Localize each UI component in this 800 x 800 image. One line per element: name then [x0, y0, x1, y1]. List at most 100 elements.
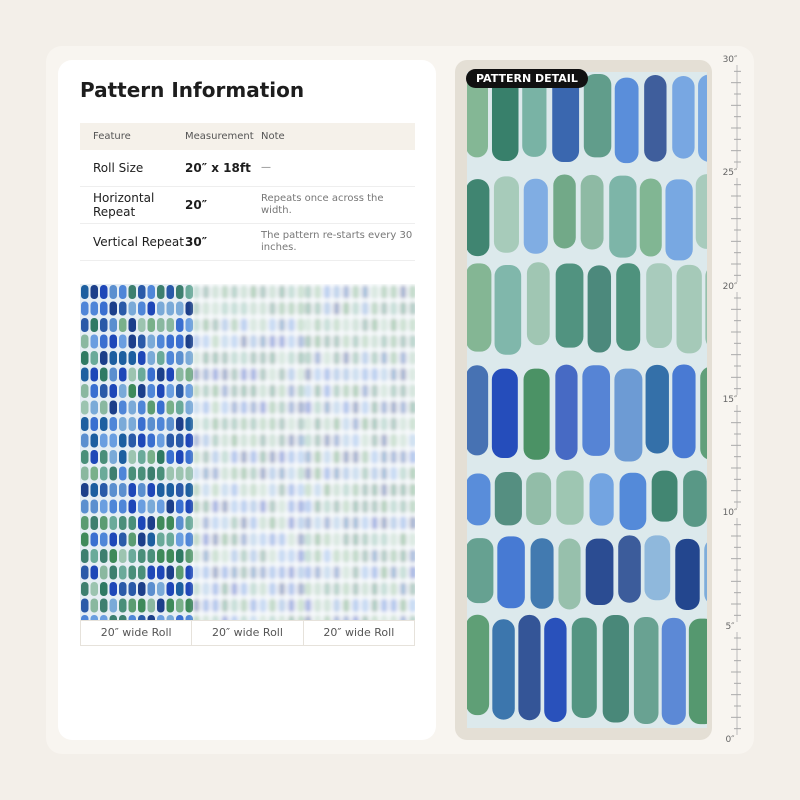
brush-stroke: [240, 516, 248, 530]
brush-stroke: [268, 367, 277, 382]
brush-stroke: [323, 400, 331, 415]
brush-stroke: [259, 417, 267, 431]
brush-stroke: [351, 549, 360, 563]
brush-stroke: [259, 400, 267, 415]
brush-stroke: [147, 400, 155, 415]
brush-stroke: [100, 499, 108, 514]
brush-stroke: [192, 598, 201, 613]
brush-stroke: [211, 598, 220, 613]
brush-stroke: [166, 318, 174, 332]
brush-stroke: [278, 582, 286, 596]
brush-stroke: [351, 334, 360, 349]
brush-stroke: [202, 499, 210, 514]
brush-stroke: [211, 582, 220, 596]
brush-stroke: [323, 565, 331, 580]
brush-stroke: [100, 466, 108, 481]
brush-stroke: [399, 532, 407, 547]
brush-stroke: [332, 334, 341, 349]
brush-stroke: [240, 318, 248, 332]
brush-stroke: [176, 334, 184, 349]
brush-stroke: [128, 598, 136, 613]
brush-stroke: [157, 433, 165, 448]
brush-stroke: [100, 318, 108, 332]
brush-stroke: [370, 285, 379, 299]
brush-stroke: [119, 433, 127, 448]
brush-stroke: [157, 565, 165, 580]
brush-stroke: [157, 417, 165, 431]
brush-stroke: [157, 400, 165, 415]
brush-stroke: [304, 433, 312, 448]
brush-stroke: [304, 466, 312, 481]
brush-stroke: [100, 565, 108, 580]
brush-stroke: [202, 351, 210, 365]
brush-stroke: [361, 301, 369, 316]
brush-stroke: [100, 483, 108, 497]
brush-stroke: [651, 470, 678, 522]
brush-stroke: [297, 582, 305, 596]
brush-stroke: [128, 301, 136, 316]
brush-stroke: [380, 417, 388, 431]
brush-stroke: [361, 433, 369, 448]
brush-stroke: [609, 175, 637, 258]
col-header: Note: [261, 123, 415, 150]
brush-stroke: [342, 301, 350, 316]
brush-stroke: [351, 516, 360, 530]
brush-stroke: [323, 301, 331, 316]
brush-stroke: [192, 516, 201, 530]
brush-stroke: [389, 499, 398, 514]
brush-stroke: [287, 417, 296, 431]
brush-stroke: [268, 466, 277, 481]
brush-stroke: [370, 516, 379, 530]
brush-stroke: [230, 334, 239, 349]
brush-stroke: [230, 598, 239, 613]
brush-stroke: [408, 615, 415, 620]
brush-stroke: [119, 334, 127, 349]
brush-stroke: [249, 499, 258, 514]
brush-stroke: [351, 301, 360, 316]
brush-stroke: [185, 466, 193, 481]
ruler-label: 5″: [712, 621, 748, 632]
brush-stroke: [399, 367, 407, 382]
brush-stroke: [614, 368, 643, 462]
brush-stroke: [672, 75, 695, 159]
brush-stroke: [109, 450, 117, 464]
brush-stroke: [493, 176, 519, 253]
brush-stroke: [304, 549, 312, 563]
brush-stroke: [90, 384, 98, 398]
ruler-label: 10″: [712, 508, 748, 519]
brush-stroke: [119, 384, 127, 398]
brush-stroke: [192, 466, 201, 481]
brush-stroke: [157, 516, 165, 530]
brush-stroke: [109, 499, 117, 514]
brush-stroke: [128, 367, 136, 382]
brush-stroke: [665, 179, 693, 261]
brush-stroke: [555, 263, 584, 348]
brush-stroke: [230, 483, 239, 497]
brush-stroke: [408, 417, 415, 431]
brush-stroke: [661, 617, 686, 725]
measurement: 30″: [185, 223, 261, 261]
brush-stroke: [351, 582, 360, 596]
brush-stroke: [157, 367, 165, 382]
brush-stroke: [109, 318, 117, 332]
brush-stroke: [90, 516, 98, 530]
brush-stroke: [389, 384, 398, 398]
brush-stroke: [157, 499, 165, 514]
brush-stroke: [138, 466, 146, 481]
brush-stroke: [176, 598, 184, 613]
brush-stroke: [119, 318, 127, 332]
brush-stroke: [399, 318, 407, 332]
brush-stroke: [147, 499, 155, 514]
brush-stroke: [166, 417, 174, 431]
brush-stroke: [211, 367, 220, 382]
brush-stroke: [166, 499, 174, 514]
brush-stroke: [109, 400, 117, 415]
brush-stroke: [351, 615, 360, 620]
roll-panel: [303, 284, 415, 620]
brush-stroke: [530, 538, 554, 609]
brush-stroke: [380, 615, 388, 620]
brush-stroke: [138, 615, 146, 620]
brush-stroke: [323, 499, 331, 514]
brush-stroke: [700, 366, 707, 460]
brush-stroke: [100, 351, 108, 365]
